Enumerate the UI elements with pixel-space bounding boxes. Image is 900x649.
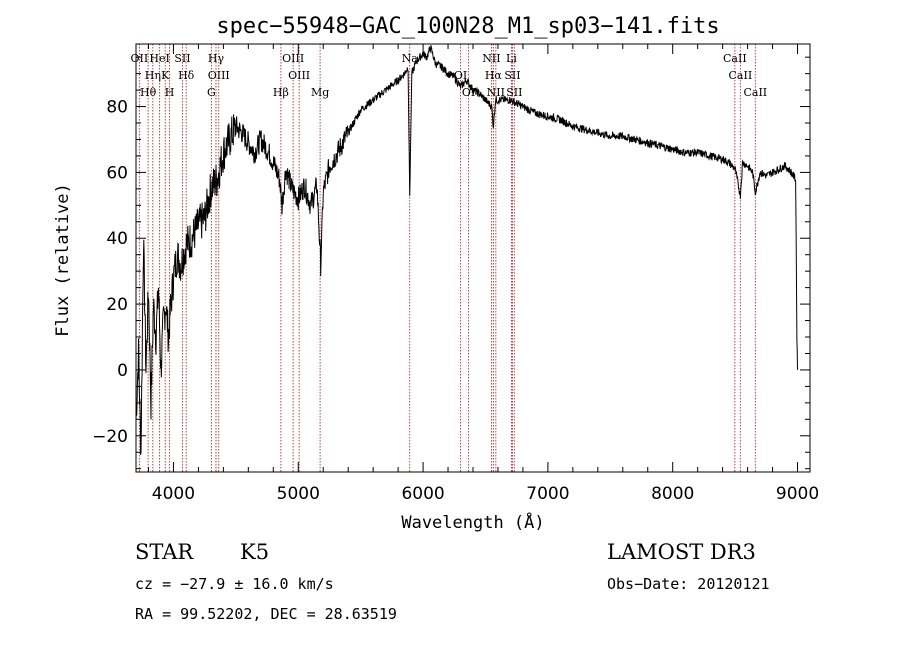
- spectrum-series-line: [135, 45, 798, 455]
- reference-line-label: Mg: [311, 86, 329, 99]
- reference-line-label: CaII: [723, 52, 747, 65]
- reference-line-label: HeI: [149, 52, 169, 65]
- redshift-value: cz = −27.9 ± 16.0 km/s: [135, 575, 334, 593]
- plot-area: [135, 45, 798, 455]
- reference-line-label: OI: [454, 69, 467, 82]
- reference-line-label: SII: [506, 86, 522, 99]
- x-tick-label: 8000: [651, 484, 694, 504]
- y-tick-label: 40: [106, 229, 128, 249]
- y-tick-label: 60: [106, 163, 128, 183]
- y-axis-label: Flux (relative): [53, 183, 73, 337]
- reference-line-label: Li: [506, 52, 517, 65]
- y-tick-label: 0: [117, 361, 128, 381]
- object-class: STAR: [135, 540, 194, 564]
- x-axis-label: Wavelength (Å): [401, 511, 544, 533]
- reference-line-label: NII: [487, 86, 505, 99]
- x-tick-label: 5000: [277, 484, 320, 504]
- reference-line-label: NII: [482, 52, 500, 65]
- x-tick-label: 9000: [776, 484, 819, 504]
- reference-lines: [138, 44, 756, 472]
- y-tick-label: 20: [106, 295, 128, 315]
- reference-line-label: Hθ: [140, 86, 157, 99]
- x-tick-label: 4000: [152, 484, 195, 504]
- reference-line-label: OII: [131, 52, 149, 65]
- y-tick-label: 80: [106, 98, 128, 118]
- reference-line-labels: OIIHηHθHeIKHSIIHδGHγOIIIHβOIIIOIIIMgNaOI…: [131, 52, 768, 99]
- reference-line-label: CaII: [743, 86, 767, 99]
- reference-line-label: OIII: [282, 52, 304, 65]
- reference-line-label: Na: [402, 52, 419, 65]
- reference-line-label: Hδ: [178, 69, 195, 82]
- observation-date: Obs−Date: 20120121: [607, 575, 770, 593]
- reference-line-label: Hγ: [208, 52, 225, 65]
- reference-line-label: CaII: [729, 69, 753, 82]
- plot-frame: [135, 43, 811, 473]
- reference-line-label: Hβ: [273, 86, 289, 99]
- reference-line-label: Hη: [145, 69, 161, 82]
- x-tick-label: 7000: [526, 484, 569, 504]
- y-axis-ticks: −20 0 20 40 60 80: [92, 56, 810, 470]
- reference-line-label: G: [207, 86, 216, 99]
- survey-name: LAMOST DR3: [607, 540, 756, 564]
- reference-line-label: Hα: [485, 69, 503, 82]
- object-subclass: K5: [240, 540, 270, 564]
- reference-line-label: SII: [174, 52, 190, 65]
- reference-line-label: OIII: [208, 69, 230, 82]
- reference-line-label: SII: [504, 69, 520, 82]
- x-axis-ticks: 4000 5000 6000 7000 8000 9000: [147, 44, 819, 504]
- reference-line-label: H: [165, 86, 175, 99]
- y-tick-label: −20: [92, 427, 128, 447]
- coordinates: RA = 99.52202, DEC = 28.63519: [135, 605, 397, 623]
- x-tick-label: 6000: [401, 484, 444, 504]
- reference-line-label: OIII: [288, 69, 310, 82]
- chart-title: spec−55948−GAC_100N28_M1_sp03−141.fits: [216, 14, 719, 39]
- reference-line-label: K: [161, 69, 170, 82]
